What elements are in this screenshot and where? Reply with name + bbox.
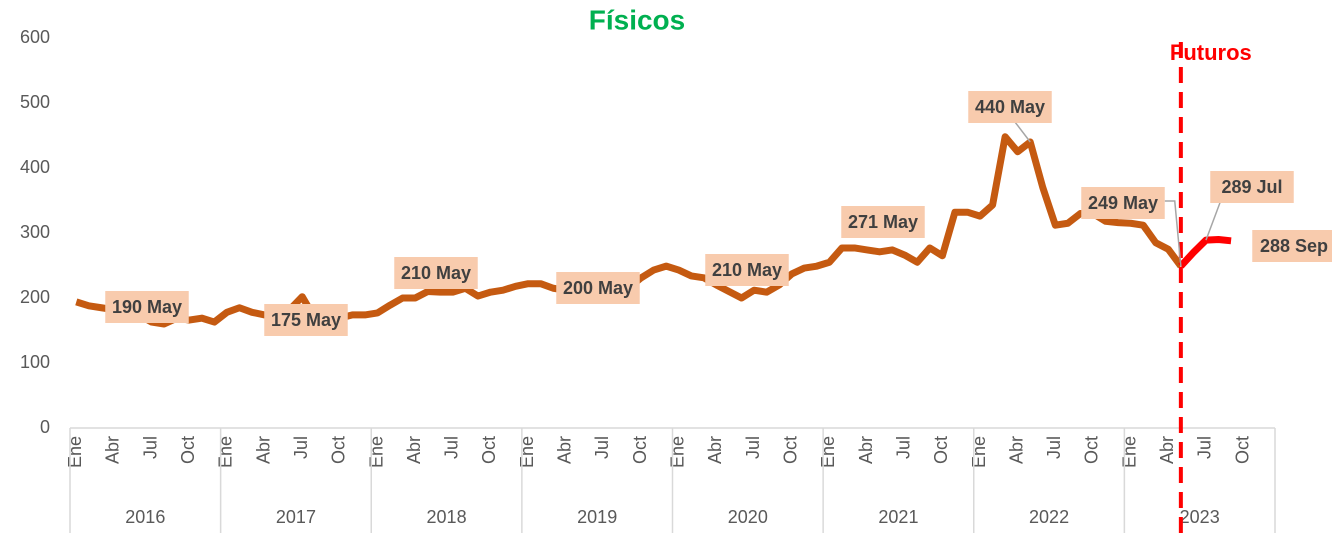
year-label: 2022: [1029, 507, 1069, 527]
x-tick-label: Oct: [780, 436, 800, 464]
x-tick-label: Oct: [630, 436, 650, 464]
x-tick-label: Ene: [366, 436, 386, 468]
series-line: [1178, 236, 1232, 269]
x-tick-label: Jul: [592, 436, 612, 459]
data-label: 210 May: [401, 263, 471, 283]
x-tick-label: Jul: [291, 436, 311, 459]
x-tick-label: Jul: [743, 436, 763, 459]
year-label: 2020: [728, 507, 768, 527]
x-tick-label: Oct: [931, 436, 951, 464]
data-label: 190 May: [112, 297, 182, 317]
x-tick-label: Ene: [216, 436, 236, 468]
label-box: [1210, 171, 1294, 203]
divider-label: Futuros: [1170, 40, 1252, 65]
x-tick-label: Oct: [1232, 436, 1252, 464]
label-box: [1252, 230, 1332, 262]
x-tick-label: Jul: [442, 436, 462, 459]
label-box: [1081, 187, 1165, 219]
x-tick-label: Abr: [1006, 436, 1026, 464]
x-tick-label: Abr: [555, 436, 575, 464]
x-tick-label: Abr: [1157, 436, 1177, 464]
data-label: 289 Jul: [1221, 177, 1282, 197]
chart-title: Físicos: [589, 4, 685, 35]
x-tick-label: Ene: [517, 436, 537, 468]
data-label: 271 May: [848, 212, 918, 232]
data-label: 288 Sep: [1260, 236, 1328, 256]
x-tick-label: Abr: [253, 436, 273, 464]
x-tick-label: Jul: [1044, 436, 1064, 459]
y-tick-label: 400: [20, 157, 50, 177]
data-label: 210 May: [712, 260, 782, 280]
y-tick-label: 100: [20, 352, 50, 372]
x-tick-label: Jul: [893, 436, 913, 459]
data-label: 175 May: [271, 310, 341, 330]
y-tick-label: 600: [20, 27, 50, 47]
x-tick-label: Jul: [1195, 436, 1215, 459]
y-tick-label: 500: [20, 92, 50, 112]
x-tick-label: Oct: [1082, 436, 1102, 464]
year-label: 2021: [878, 507, 918, 527]
x-tick-label: Ene: [818, 436, 838, 468]
data-label: 200 May: [563, 278, 633, 298]
x-tick-label: Abr: [856, 436, 876, 464]
x-tick-label: Ene: [65, 436, 85, 468]
year-label: 2023: [1180, 507, 1220, 527]
x-tick-label: Oct: [329, 436, 349, 464]
data-label: 440 May: [975, 97, 1045, 117]
x-tick-label: Oct: [479, 436, 499, 464]
leader-line: [1164, 200, 1182, 267]
y-tick-label: 300: [20, 222, 50, 242]
year-label: 2016: [125, 507, 165, 527]
label-box: [105, 291, 189, 323]
x-tick-label: Ene: [668, 436, 688, 468]
label-box: [556, 272, 640, 304]
x-tick-label: Ene: [1119, 436, 1139, 468]
year-label: 2018: [427, 507, 467, 527]
leader-line: [1205, 201, 1221, 241]
x-tick-label: Oct: [178, 436, 198, 464]
x-tick-label: Ene: [969, 436, 989, 468]
x-tick-label: Abr: [103, 436, 123, 464]
data-label: 249 May: [1088, 193, 1158, 213]
year-label: 2017: [276, 507, 316, 527]
label-box: [394, 257, 478, 289]
x-tick-label: Abr: [705, 436, 725, 464]
label-box: [264, 304, 348, 336]
leader-line: [1014, 121, 1031, 143]
x-tick-label: Abr: [404, 436, 424, 464]
x-tick-label: Jul: [140, 436, 160, 459]
label-box: [705, 254, 789, 286]
label-box: [841, 206, 925, 238]
year-label: 2019: [577, 507, 617, 527]
label-box: [968, 91, 1052, 123]
y-tick-label: 0: [40, 417, 50, 437]
y-tick-label: 200: [20, 287, 50, 307]
